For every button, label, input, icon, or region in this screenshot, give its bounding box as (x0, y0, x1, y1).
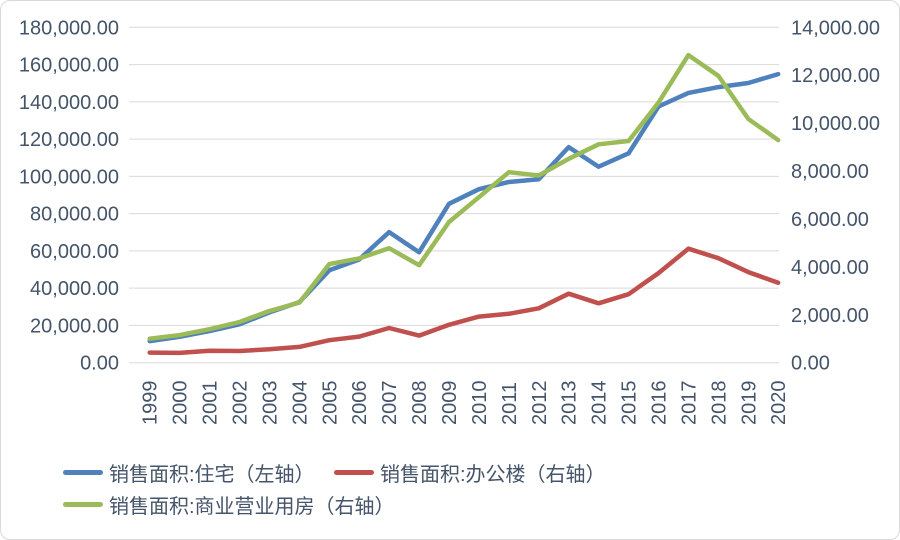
x-axis-year-label: 2009 (439, 381, 461, 426)
right-axis-tick-label: 12,000.00 (791, 65, 880, 87)
left-axis-tick-label: 40,000.00 (30, 278, 119, 300)
x-axis-year-label: 2002 (229, 381, 251, 426)
x-axis-year-label: 2003 (259, 381, 281, 426)
right-axis-tick-label: 10,000.00 (791, 113, 880, 135)
legend-label-residential: 销售面积:住宅（左轴） (109, 463, 315, 486)
legend-item-residential: 销售面积:住宅（左轴） (63, 460, 315, 486)
legend-label-office: 销售面积:办公楼（右轴） (380, 463, 606, 486)
x-axis-year-label: 2014 (589, 381, 611, 426)
left-axis-tick-label: 180,000.00 (19, 17, 119, 39)
right-axis-tick-label: 14,000.00 (791, 17, 880, 39)
legend-label-commercial: 销售面积:商业营业用房（右轴） (109, 495, 395, 518)
x-axis-year-label: 2001 (200, 381, 222, 426)
left-axis-tick-label: 120,000.00 (19, 129, 119, 151)
series-line-2 (147, 52, 781, 341)
x-axis-year-label: 2008 (409, 381, 431, 426)
legend-swatch-residential (63, 469, 103, 475)
x-axis-year-label: 2004 (289, 381, 311, 426)
x-axis-year-label: 2010 (469, 381, 491, 426)
left-axis-tick-label: 100,000.00 (19, 166, 119, 188)
x-axis-year-label: 2012 (529, 381, 551, 426)
x-axis-year-label: 2015 (619, 381, 641, 426)
x-axis-year-label: 2011 (499, 382, 521, 425)
right-axis-tick-label: 2,000.00 (791, 305, 869, 327)
x-axis-year-label: 2020 (768, 381, 790, 426)
x-axis-year-label: 2005 (319, 381, 341, 426)
left-axis-tick-label: 60,000.00 (30, 241, 119, 263)
left-axis-tick-label: 20,000.00 (30, 315, 119, 337)
x-axis-year-label: 2006 (349, 381, 371, 426)
left-axis-tick-label: 160,000.00 (19, 55, 119, 77)
left-axis-tick-label: 0.00 (80, 353, 119, 375)
x-axis-year-label: 2016 (649, 381, 671, 426)
left-axis-tick-label: 140,000.00 (19, 92, 119, 114)
x-axis-year-label: 2019 (738, 381, 760, 426)
right-axis-tick-label: 0.00 (791, 353, 830, 375)
x-axis-year-label: 2000 (170, 381, 192, 426)
left-axis-tick-label: 80,000.00 (30, 204, 119, 226)
x-axis-year-label: 1999 (140, 381, 162, 426)
series-line-1 (147, 246, 781, 356)
x-axis-year-label: 2017 (678, 381, 700, 426)
x-axis-year-label: 2013 (559, 381, 581, 426)
right-axis-tick-label: 8,000.00 (791, 161, 869, 183)
legend-swatch-office (334, 469, 374, 475)
legend-item-commercial: 销售面积:商业营业用房（右轴） (63, 492, 395, 518)
legend-item-office: 销售面积:办公楼（右轴） (334, 460, 606, 486)
right-axis-tick-label: 6,000.00 (791, 209, 869, 231)
x-axis-year-label: 2007 (379, 381, 401, 426)
x-axis-year-label: 2018 (708, 381, 730, 426)
legend-swatch-commercial (63, 501, 103, 507)
right-axis-tick-label: 4,000.00 (791, 257, 869, 279)
